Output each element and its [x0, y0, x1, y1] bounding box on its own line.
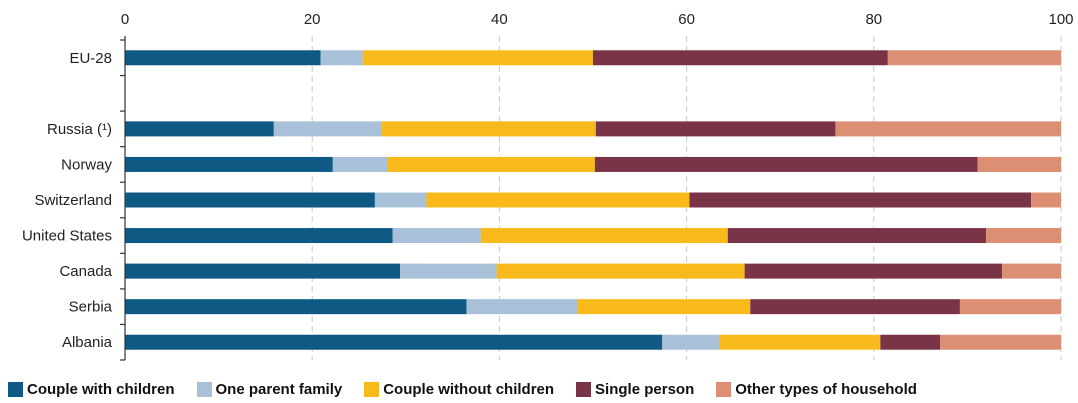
legend-swatch [364, 382, 380, 397]
category-label: Norway [61, 156, 112, 173]
category-label: Canada [59, 263, 112, 280]
axis-layer: 0 20 40 60 80 100 EU-28 Russia (¹) Norway Switzer… [22, 11, 1074, 361]
x-tick-label: 60 [678, 11, 695, 28]
bar-segment [887, 50, 1061, 66]
legend-item: Couple with children [8, 381, 175, 398]
bar-segment [578, 299, 751, 315]
x-tick-label: 0 [121, 11, 129, 28]
bar-segment [125, 121, 274, 137]
legend-label: Single person [595, 381, 695, 398]
bar-segment [594, 156, 978, 172]
legend-swatch [576, 382, 592, 397]
bar-segment [125, 263, 401, 279]
bars-layer [125, 50, 1061, 350]
legend-label: Other types of household [735, 381, 917, 398]
legend: Couple with children One parent family Cou… [8, 381, 939, 398]
bar-segment [689, 192, 1032, 208]
legend-swatch [196, 382, 212, 397]
legend-item: Single person [576, 381, 694, 398]
category-label: Serbia [69, 299, 113, 316]
legend-label: Couple with children [27, 381, 175, 398]
category-label: United States [22, 228, 112, 245]
bar-segment [466, 299, 579, 315]
bar-segment [940, 334, 1061, 350]
bar-segment [374, 192, 427, 208]
bar-segment [273, 121, 382, 137]
bar-segment [125, 228, 393, 244]
bar-segment [392, 228, 481, 244]
bar-segment [959, 299, 1061, 315]
bar-segment [1031, 192, 1061, 208]
bar-segment [320, 50, 363, 66]
legend-item: One parent family [196, 381, 343, 398]
bar-segment [662, 334, 720, 350]
bar-segment [480, 228, 728, 244]
bar-segment [977, 156, 1061, 172]
x-tick-label: 20 [304, 11, 321, 28]
bar-segment [125, 156, 333, 172]
bar-segment [125, 334, 663, 350]
bar-segment [426, 192, 690, 208]
bar-segment [750, 299, 960, 315]
legend-label: Couple without children [383, 381, 555, 398]
legend-item: Couple without children [364, 381, 554, 398]
legend-swatch [716, 382, 732, 397]
bar-segment [719, 334, 881, 350]
bar-segment [125, 50, 321, 66]
bar-segment [381, 121, 596, 137]
bar-segment [362, 50, 593, 66]
x-tick-label: 40 [491, 11, 508, 28]
bar-segment [125, 192, 375, 208]
bar-segment [332, 156, 388, 172]
bar-segment [125, 299, 467, 315]
bar-segment [727, 228, 987, 244]
x-tick-label: 80 [865, 11, 882, 28]
legend-item: Other types of household [716, 381, 917, 398]
bar-segment [400, 263, 497, 279]
x-tick-label: 100 [1048, 11, 1073, 28]
bar-segment [835, 121, 1061, 137]
legend-label: One parent family [215, 381, 343, 398]
bar-segment [880, 334, 941, 350]
bar-segment [1002, 263, 1061, 279]
category-label: Switzerland [34, 192, 112, 209]
bar-segment [593, 50, 888, 66]
category-label: Albania [62, 334, 113, 351]
category-label: Russia (¹) [47, 121, 112, 138]
bar-segment [986, 228, 1061, 244]
bar-segment [744, 263, 1003, 279]
legend-swatch [8, 382, 23, 397]
bar-segment [496, 263, 745, 279]
bar-segment [387, 156, 595, 172]
bar-segment [595, 121, 836, 137]
category-label: EU-28 [69, 50, 112, 67]
